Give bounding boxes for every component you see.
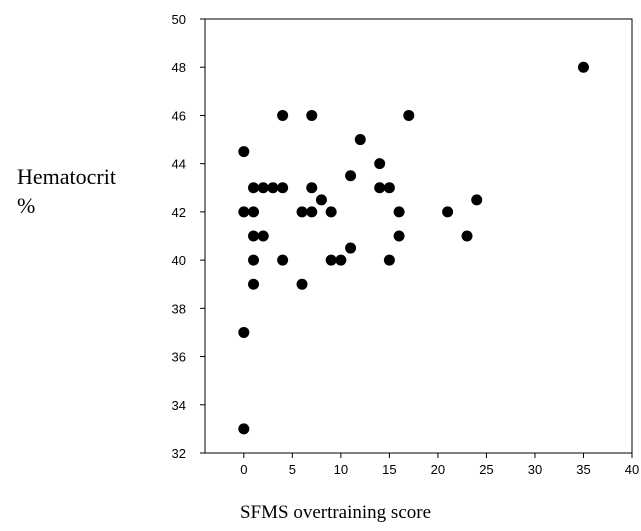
data-point <box>238 423 250 435</box>
y-axis-label-line-1: Hematocrit <box>17 164 116 189</box>
data-point <box>403 109 415 121</box>
data-point <box>461 230 473 242</box>
data-point <box>306 182 318 194</box>
data-point <box>325 254 337 266</box>
x-tick-label: 20 <box>431 462 445 477</box>
data-point <box>471 194 483 206</box>
data-point <box>248 278 260 290</box>
data-point <box>383 182 395 194</box>
data-point <box>335 254 347 266</box>
data-point <box>354 134 366 146</box>
y-tick-label: 32 <box>172 446 186 461</box>
x-tick-label: 10 <box>334 462 348 477</box>
data-point <box>238 146 250 158</box>
data-point <box>238 206 250 218</box>
data-point <box>248 206 260 218</box>
x-axis-label: SFMS overtraining score <box>239 502 432 523</box>
y-axis-label: Hematocrit % <box>17 162 116 220</box>
data-point <box>345 242 357 254</box>
data-point <box>248 254 260 266</box>
data-point <box>277 182 289 194</box>
data-point <box>577 61 589 73</box>
x-tick-label: 25 <box>479 462 493 477</box>
data-point <box>442 206 454 218</box>
x-tick-label: 0 <box>240 462 247 477</box>
x-tick-label: 35 <box>576 462 590 477</box>
x-tick-label: 5 <box>289 462 296 477</box>
data-point <box>267 182 279 194</box>
x-axis-ticks: 0 5 10 15 20 25 30 35 40 <box>240 453 639 477</box>
y-tick-label: 46 <box>172 108 186 123</box>
data-point <box>306 109 318 121</box>
y-tick-label: 40 <box>172 253 186 268</box>
y-tick-label: 34 <box>172 398 186 413</box>
data-point <box>315 194 327 206</box>
x-tick-label: 15 <box>382 462 396 477</box>
y-axis-label-line-2: % <box>17 193 36 218</box>
data-point <box>393 206 405 218</box>
x-tick-label: 40 <box>625 462 639 477</box>
y-tick-label: 38 <box>172 301 186 316</box>
y-axis-ticks: 32 34 36 38 40 42 44 46 48 50 <box>172 12 205 461</box>
data-point <box>393 230 405 242</box>
data-point <box>296 206 308 218</box>
y-tick-label: 50 <box>172 12 186 27</box>
data-point <box>248 182 260 194</box>
data-point <box>383 254 395 266</box>
data-point <box>296 278 308 290</box>
data-point <box>248 230 260 242</box>
data-point <box>374 158 386 170</box>
data-point <box>374 182 386 194</box>
plot-border <box>204 18 633 454</box>
data-point <box>257 182 269 194</box>
plot-frame <box>204 18 633 454</box>
y-tick-label: 44 <box>172 157 186 172</box>
data-point <box>325 206 337 218</box>
data-point <box>257 230 269 242</box>
data-point <box>277 254 289 266</box>
data-point <box>238 326 250 338</box>
data-points <box>238 61 589 435</box>
data-point <box>277 109 289 121</box>
x-tick-label: 30 <box>528 462 542 477</box>
data-point <box>306 206 318 218</box>
y-tick-label: 42 <box>172 205 186 220</box>
y-tick-label: 36 <box>172 350 186 365</box>
data-point <box>345 170 357 182</box>
y-tick-label: 48 <box>172 60 186 75</box>
